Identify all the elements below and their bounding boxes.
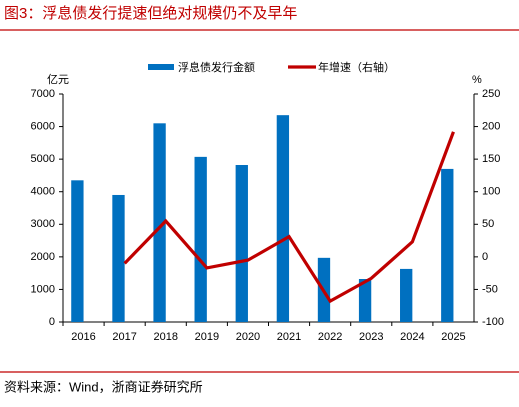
x-tick-label: 2018 xyxy=(154,331,178,343)
y-tick-label: 6000 xyxy=(31,120,55,132)
bar xyxy=(235,165,248,322)
x-tick-label: 2016 xyxy=(71,331,95,343)
y-tick-label: 2000 xyxy=(31,251,55,263)
x-tick-label: 2022 xyxy=(318,331,342,343)
y2-tick-label: 100 xyxy=(482,186,500,198)
source: 资料来源：Wind，浙商证券研究所 xyxy=(4,379,203,394)
legend-label: 浮息债发行金额 xyxy=(178,60,255,74)
x-tick-label: 2023 xyxy=(359,331,383,343)
line xyxy=(123,131,455,304)
bar xyxy=(153,123,166,322)
y2-tick-label: 200 xyxy=(482,120,500,132)
y2-tick-label: -100 xyxy=(482,316,504,328)
bar xyxy=(112,194,125,322)
x-tick-label: 2021 xyxy=(277,331,301,343)
bar xyxy=(400,268,413,322)
y2-tick-label: -50 xyxy=(482,283,498,295)
y-tick-label: 4000 xyxy=(31,186,55,198)
y-tick-label: 0 xyxy=(49,316,55,328)
bar xyxy=(358,279,372,322)
y2-tick-label: 0 xyxy=(482,251,488,263)
chart-title: 图3：浮息债发行提速但绝对规模仍不及早年 xyxy=(4,5,297,22)
bar xyxy=(194,156,207,322)
x-tick-label: 2025 xyxy=(441,331,465,343)
bar xyxy=(276,115,290,323)
bar xyxy=(71,180,84,322)
bar xyxy=(441,168,454,322)
y2-tick-label: 150 xyxy=(482,153,500,165)
y-tick-label: 1000 xyxy=(31,283,55,295)
y-axis-label: 亿元 xyxy=(47,73,69,86)
y-tick-label: 7000 xyxy=(31,88,55,100)
legend-swatch xyxy=(148,64,174,70)
x-tick-label: 2020 xyxy=(236,331,260,343)
y2-axis-label: % xyxy=(472,74,482,86)
x-tick-label: 2024 xyxy=(400,331,424,343)
y2-tick-label: 250 xyxy=(482,88,500,100)
x-tick-label: 2019 xyxy=(195,331,219,343)
y2-tick-label: 50 xyxy=(482,218,494,230)
y-tick-label: 5000 xyxy=(31,153,55,165)
x-tick-label: 2017 xyxy=(112,331,136,343)
y-tick-label: 3000 xyxy=(31,218,55,230)
legend-label: 年增速（右轴） xyxy=(318,60,395,74)
